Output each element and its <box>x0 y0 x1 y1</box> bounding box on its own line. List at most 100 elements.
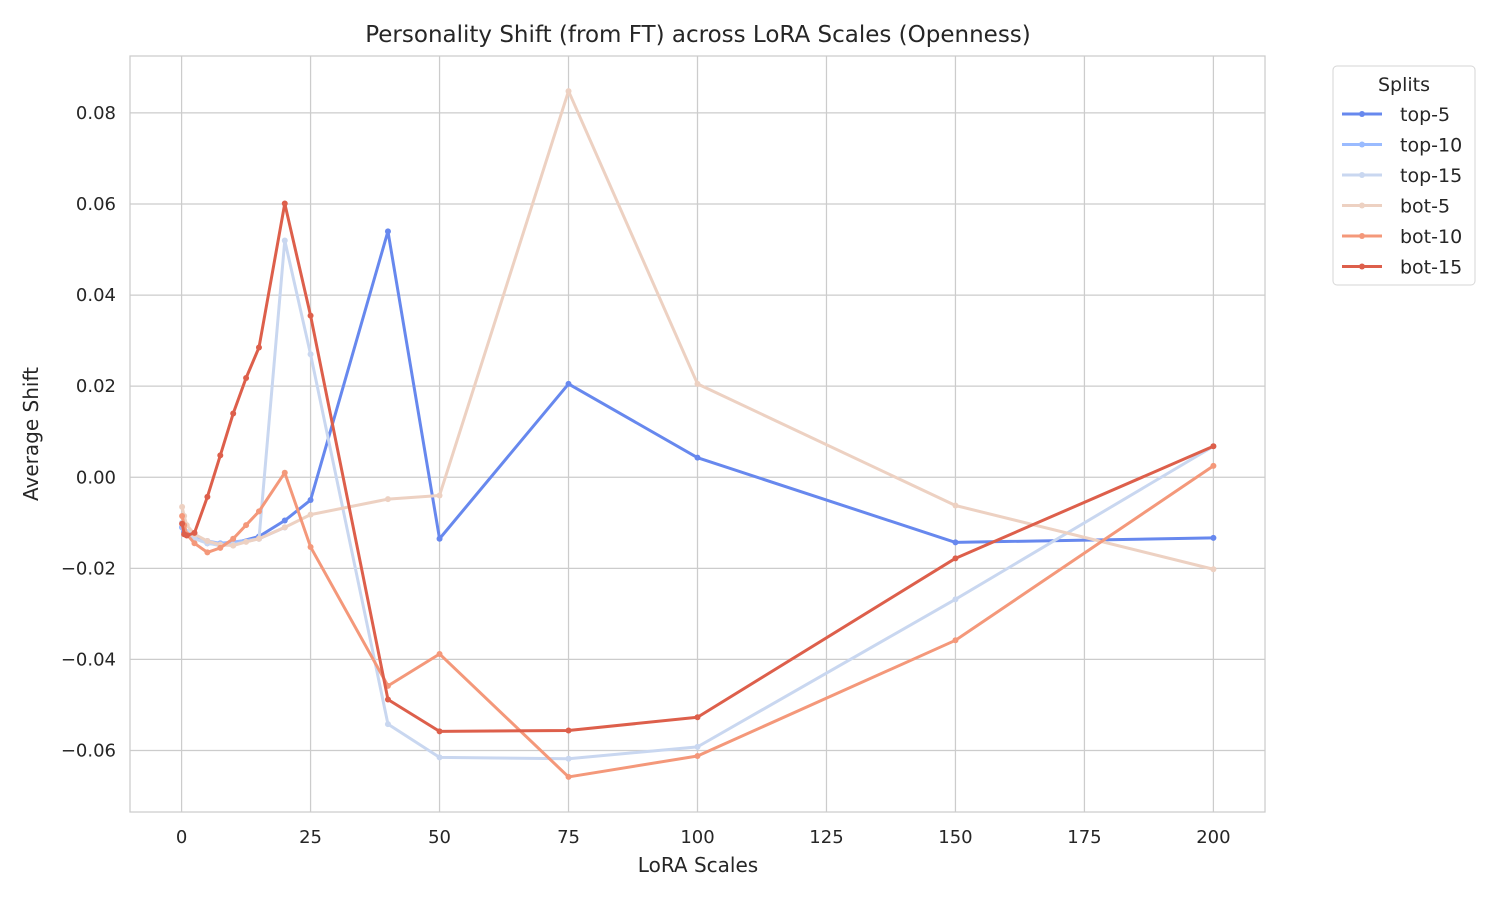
legend-label: top-10 <box>1400 135 1462 157</box>
x-tick-label: 100 <box>680 827 714 848</box>
y-tick-label: 0.06 <box>76 194 116 215</box>
x-axis-title: LoRA Scales <box>638 853 758 877</box>
data-point-bot-15 <box>191 529 198 536</box>
data-point-bot-15 <box>179 520 186 527</box>
series-group <box>179 88 1217 780</box>
data-point-top-5 <box>281 517 288 524</box>
y-tick-label: 0.04 <box>76 285 116 306</box>
data-point-top-5 <box>384 228 391 235</box>
data-point-top-15 <box>952 596 959 603</box>
data-point-bot-15 <box>243 374 250 381</box>
data-point-top-5 <box>565 380 572 387</box>
data-point-bot-10 <box>179 512 186 519</box>
data-point-bot-15 <box>952 555 959 562</box>
legend-item-top-10: top-10 <box>1342 135 1462 157</box>
legend-item-bot-15: bot-15 <box>1342 257 1462 279</box>
legend-label: bot-10 <box>1400 226 1462 248</box>
data-point-bot-5 <box>179 503 186 510</box>
legend-label: top-5 <box>1400 104 1450 126</box>
data-point-bot-15 <box>217 452 224 459</box>
data-point-bot-10 <box>436 650 443 657</box>
data-point-bot-5 <box>952 502 959 509</box>
x-axis-ticks: 0 25 50 75 100 125 150 175 200 <box>176 827 1231 848</box>
legend-items: top-5 top-10 top-15 bot-5 bot-10 bot-15 <box>1342 104 1462 279</box>
data-point-bot-10 <box>255 508 262 515</box>
x-tick-label: 25 <box>299 827 322 848</box>
data-point-bot-10 <box>204 549 211 556</box>
data-point-bot-5 <box>1210 566 1217 573</box>
y-tick-label: 0.00 <box>76 467 116 488</box>
data-point-bot-15 <box>436 728 443 735</box>
data-point-bot-5 <box>204 538 211 545</box>
x-tick-label: 150 <box>938 827 972 848</box>
data-point-bot-5 <box>281 524 288 531</box>
series-bot-15 <box>179 200 1217 735</box>
data-point-bot-15 <box>230 410 237 417</box>
data-point-top-15 <box>694 743 701 750</box>
x-tick-label: 125 <box>809 827 843 848</box>
x-tick-label: 50 <box>428 827 451 848</box>
y-tick-label: −0.04 <box>61 649 116 670</box>
data-point-top-15 <box>281 237 288 244</box>
y-axis-ticks: −0.06 −0.04 −0.02 0.00 0.02 0.04 0.06 0.08 <box>61 103 116 762</box>
legend-marker <box>1359 233 1365 239</box>
data-point-bot-5 <box>436 492 443 499</box>
data-point-bot-15 <box>1210 443 1217 450</box>
data-point-bot-10 <box>191 540 198 547</box>
series-bot-10 <box>179 462 1217 780</box>
data-point-bot-15 <box>255 344 262 351</box>
data-point-bot-10 <box>243 522 250 529</box>
legend-marker <box>1359 202 1365 209</box>
data-point-bot-15 <box>204 493 211 500</box>
y-tick-label: −0.02 <box>61 558 116 579</box>
data-point-bot-5 <box>384 496 391 503</box>
legend-item-top-5: top-5 <box>1342 104 1450 126</box>
y-tick-label: −0.06 <box>61 741 116 762</box>
data-point-bot-10 <box>230 535 237 542</box>
data-point-bot-5 <box>694 380 701 387</box>
legend-label: bot-15 <box>1400 257 1462 279</box>
data-point-bot-10 <box>694 752 701 759</box>
legend-item-bot-5: bot-5 <box>1342 196 1450 218</box>
legend-item-top-15: top-15 <box>1342 165 1462 187</box>
y-tick-label: 0.08 <box>76 103 116 124</box>
data-point-bot-10 <box>307 543 314 550</box>
data-point-bot-15 <box>307 312 314 319</box>
data-point-bot-15 <box>694 714 701 721</box>
data-point-top-5 <box>307 497 314 504</box>
legend-marker <box>1359 172 1365 178</box>
legend-label: top-15 <box>1400 165 1462 187</box>
data-point-bot-10 <box>217 544 224 551</box>
legend-marker <box>1359 141 1365 148</box>
legend-item-bot-10: bot-10 <box>1342 226 1462 248</box>
x-tick-label: 75 <box>557 827 580 848</box>
data-point-top-15 <box>384 721 391 728</box>
legend-label: bot-5 <box>1400 196 1450 218</box>
data-point-bot-15 <box>183 532 190 539</box>
legend-title: Splits <box>1378 74 1430 96</box>
chart-title: Personality Shift (from FT) across LoRA … <box>365 22 1031 48</box>
data-point-bot-10 <box>952 637 959 644</box>
plot-area <box>129 55 1266 813</box>
data-point-bot-15 <box>384 696 391 703</box>
data-point-bot-15 <box>565 727 572 734</box>
data-point-top-5 <box>694 454 701 461</box>
data-point-bot-10 <box>1210 462 1217 469</box>
data-point-bot-5 <box>243 538 250 545</box>
x-tick-label: 200 <box>1196 827 1230 848</box>
data-point-bot-10 <box>281 469 288 476</box>
data-point-bot-5 <box>565 88 572 95</box>
x-tick-label: 175 <box>1067 827 1101 848</box>
legend-box <box>1332 65 1476 286</box>
data-point-bot-10 <box>565 773 572 780</box>
data-point-top-15 <box>307 351 314 358</box>
legend-marker <box>1359 263 1365 270</box>
data-point-top-5 <box>436 535 443 542</box>
x-tick-label: 0 <box>176 827 187 848</box>
data-point-top-5 <box>1210 534 1217 541</box>
data-point-bot-5 <box>307 511 314 518</box>
data-point-top-15 <box>565 755 572 762</box>
legend: Splits top-5 top-10 top-15 bot-5 bot-10 bot-1… <box>1332 65 1476 286</box>
data-point-bot-15 <box>281 200 288 207</box>
